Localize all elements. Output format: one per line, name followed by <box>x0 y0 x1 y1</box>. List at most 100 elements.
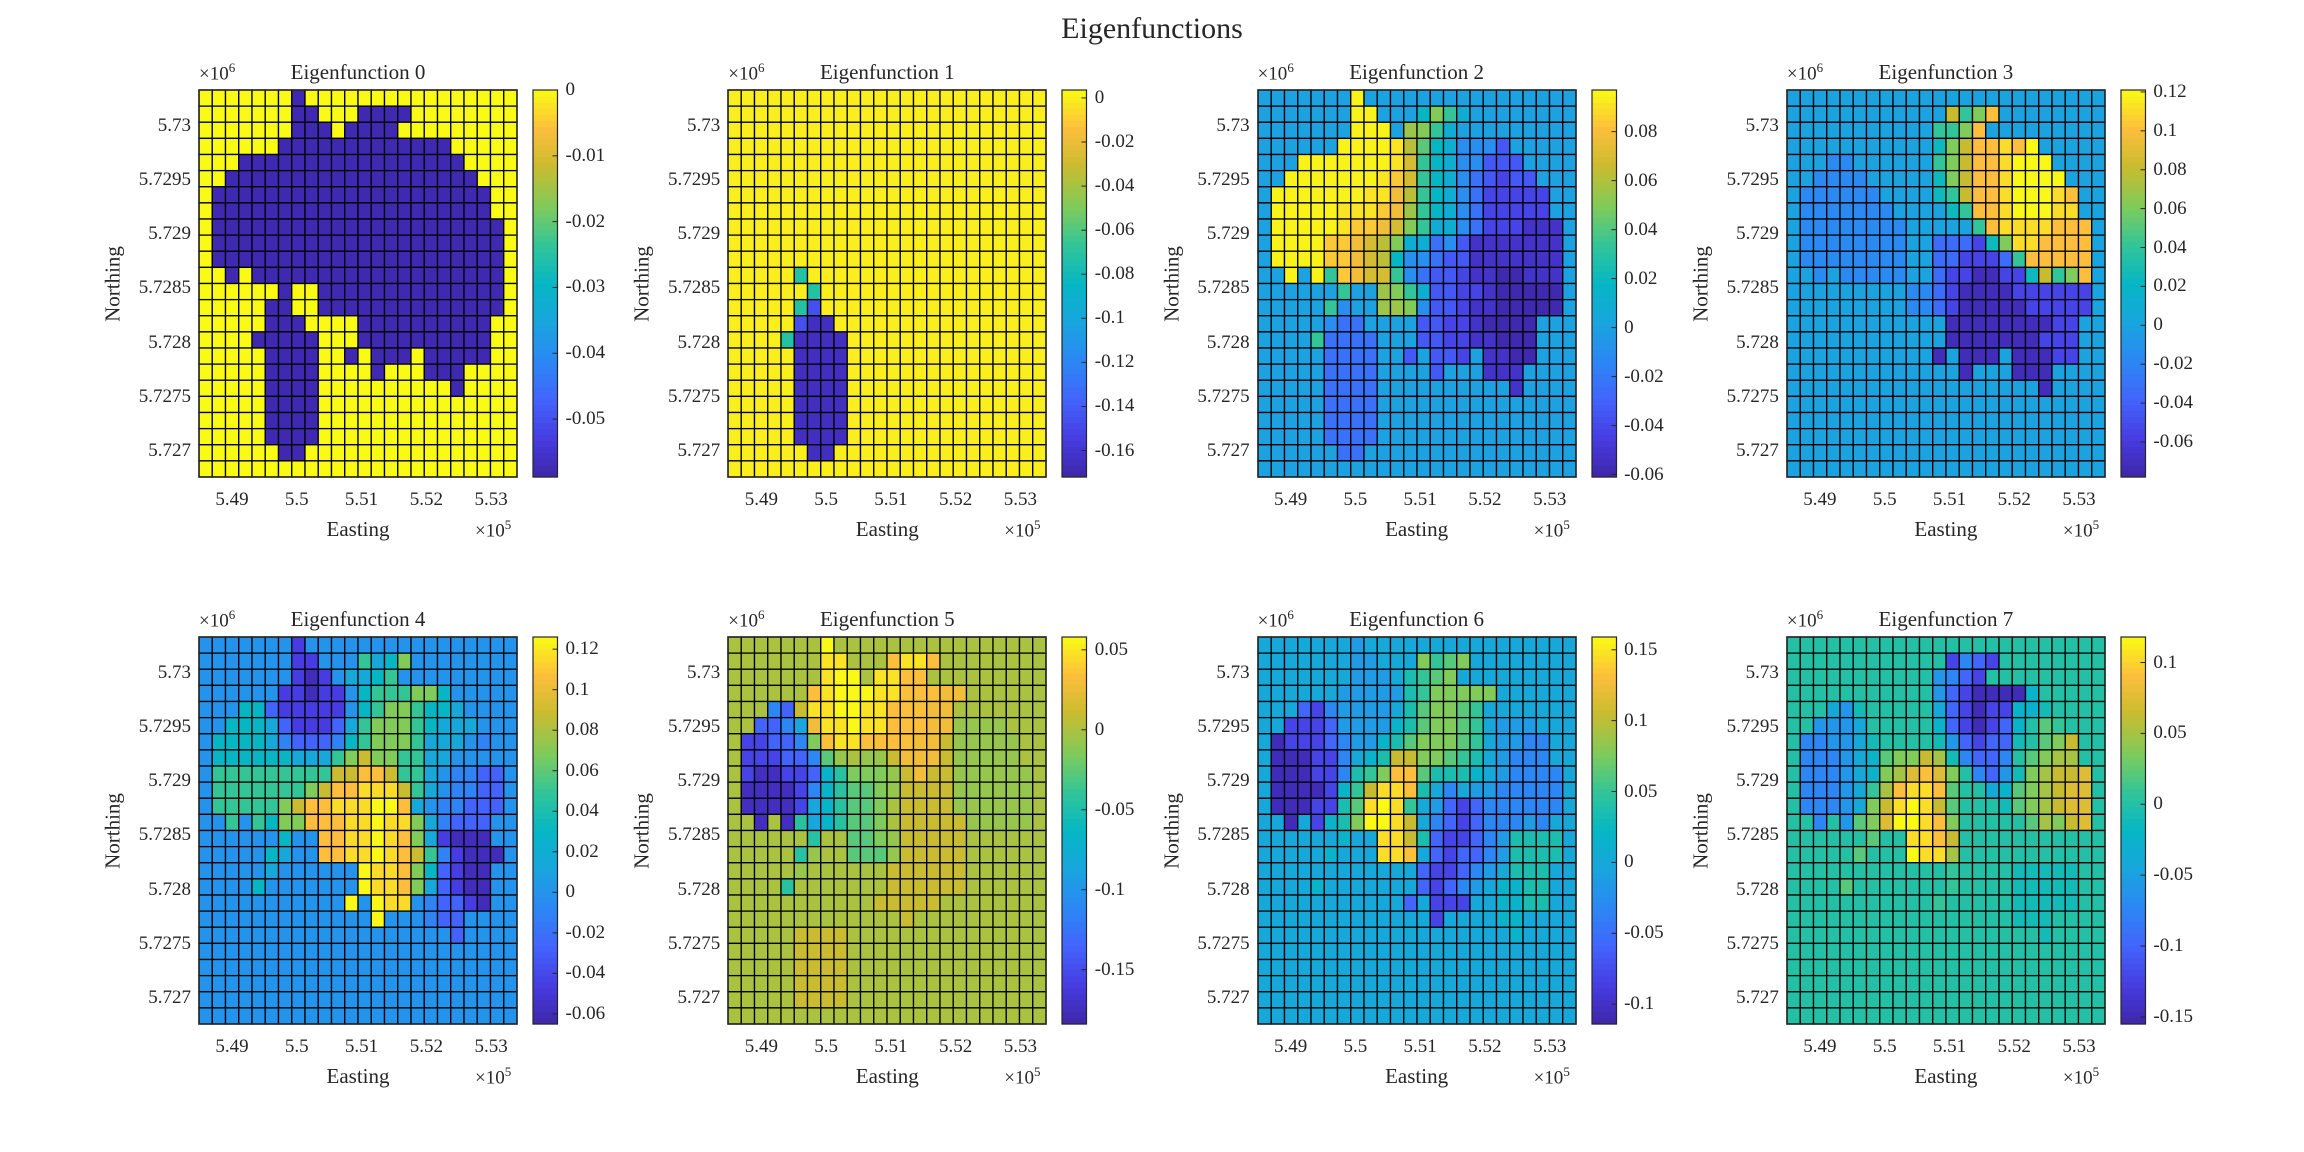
heatmap-cell <box>1918 733 1934 751</box>
heatmap-cell <box>860 668 875 687</box>
heatmap-cell <box>1548 716 1563 735</box>
colorbar-segment <box>2120 253 2146 260</box>
heatmap-cell <box>1984 379 2000 398</box>
y-tick-label: 5.73 <box>1745 114 1779 136</box>
heatmap-cell <box>251 878 266 896</box>
heatmap-cell <box>1958 153 1974 172</box>
y-multiplier-base: ×10 <box>199 610 229 632</box>
heatmap-cell <box>1005 121 1021 140</box>
heatmap-cell <box>1482 460 1497 478</box>
x-axis-label: Easting <box>326 517 390 541</box>
heatmap-cell <box>423 910 439 928</box>
colorbar-segment <box>1591 283 1617 291</box>
heatmap-cell <box>1468 298 1484 317</box>
y-tick-label: 5.727 <box>677 439 721 461</box>
heatmap-cell <box>979 169 994 188</box>
heatmap-cell <box>357 684 372 703</box>
heatmap-cell <box>397 153 412 172</box>
heatmap-cell <box>727 845 743 864</box>
heatmap-cell <box>1376 716 1391 735</box>
heatmap-cell <box>979 958 994 977</box>
heatmap-cell <box>489 1007 505 1025</box>
heatmap-cell <box>1389 169 1404 188</box>
heatmap-cell <box>1998 347 2013 365</box>
heatmap-cell <box>913 991 928 1009</box>
x-tick-label: 5.5 <box>814 1036 838 1057</box>
heatmap-cell <box>820 668 835 687</box>
heatmap-cell <box>740 137 756 156</box>
heatmap-cell <box>503 926 518 945</box>
heatmap-cell <box>1945 234 1960 252</box>
heatmap-cell <box>489 202 505 220</box>
heatmap-cell <box>966 878 981 896</box>
heatmap-cell <box>476 716 492 735</box>
heatmap-cell <box>913 765 928 783</box>
heatmap-cell <box>436 315 452 333</box>
heatmap-cell <box>1971 636 1987 654</box>
colorbar-segment <box>533 241 558 248</box>
heatmap-cell <box>1415 105 1431 123</box>
x-multiplier-exponent: 5 <box>2092 517 2100 532</box>
heatmap-cell <box>1323 89 1338 107</box>
heatmap-cell <box>807 636 822 654</box>
heatmap-cell <box>211 781 227 799</box>
heatmap-cell <box>224 427 240 446</box>
heatmap-cell <box>410 878 425 896</box>
heatmap-cell <box>873 958 888 977</box>
heatmap-cell <box>939 331 955 349</box>
heatmap-cell <box>463 845 478 864</box>
heatmap-cell <box>1905 749 1921 767</box>
heatmap-cell <box>1495 427 1510 446</box>
heatmap-cell <box>1296 250 1312 269</box>
colorbar-segment <box>2120 138 2146 146</box>
colorbar-tick-label: -0.16 <box>1094 439 1135 461</box>
heatmap-cell <box>304 315 319 333</box>
heatmap-cell <box>1812 684 1828 703</box>
heatmap-cell <box>450 331 465 349</box>
heatmap-cell <box>899 926 915 945</box>
heatmap-cell <box>1468 427 1484 446</box>
colorbar-segment <box>1591 872 1617 880</box>
heatmap-cell <box>952 862 968 880</box>
axes-frame <box>1786 89 2106 478</box>
heatmap-cell <box>727 910 743 928</box>
heatmap-cell <box>1548 218 1563 236</box>
heatmap-cell <box>1468 121 1484 140</box>
heatmap-cell <box>2011 186 2027 204</box>
heatmap-cell <box>1852 749 1868 767</box>
heatmap-cell <box>992 652 1008 670</box>
heatmap-cell <box>1825 652 1841 670</box>
heatmap-cell <box>793 636 809 654</box>
heatmap-cell <box>330 266 346 285</box>
heatmap-cell <box>1958 298 1974 317</box>
heatmap-cell <box>277 636 293 654</box>
y-tick-label: 5.727 <box>1206 439 1250 461</box>
colorbar-segment <box>1591 854 1617 862</box>
colorbar-tick-label: 0.12 <box>565 638 599 660</box>
colorbar-segment <box>1062 404 1087 412</box>
heatmap-cell <box>1839 668 1854 687</box>
heatmap-cell <box>1931 363 1947 381</box>
heatmap-cell <box>2037 444 2053 462</box>
colorbar-segment <box>1062 331 1087 339</box>
heatmap-cell <box>846 991 862 1009</box>
heatmap-cell <box>2090 331 2106 349</box>
colorbar-segment <box>533 295 558 303</box>
heatmap-cell <box>224 991 240 1009</box>
heatmap-cell <box>727 137 743 156</box>
y-tick-label: 5.727 <box>148 439 191 461</box>
heatmap-cell <box>886 121 902 140</box>
heatmap-cell <box>992 250 1008 269</box>
heatmap-cell <box>1429 636 1444 654</box>
heatmap-cell <box>767 298 782 317</box>
heatmap-cell <box>1032 186 1047 204</box>
colorbar-segment <box>533 915 558 922</box>
heatmap-cell <box>1799 250 1815 269</box>
heatmap-cell <box>2064 234 2080 252</box>
heatmap-cell <box>2051 652 2066 670</box>
heatmap-cell <box>476 460 492 478</box>
heatmap-cell <box>1349 363 1365 381</box>
heatmap-cell <box>251 797 266 816</box>
heatmap-cell <box>1495 363 1510 381</box>
heatmap-cell <box>873 379 888 398</box>
